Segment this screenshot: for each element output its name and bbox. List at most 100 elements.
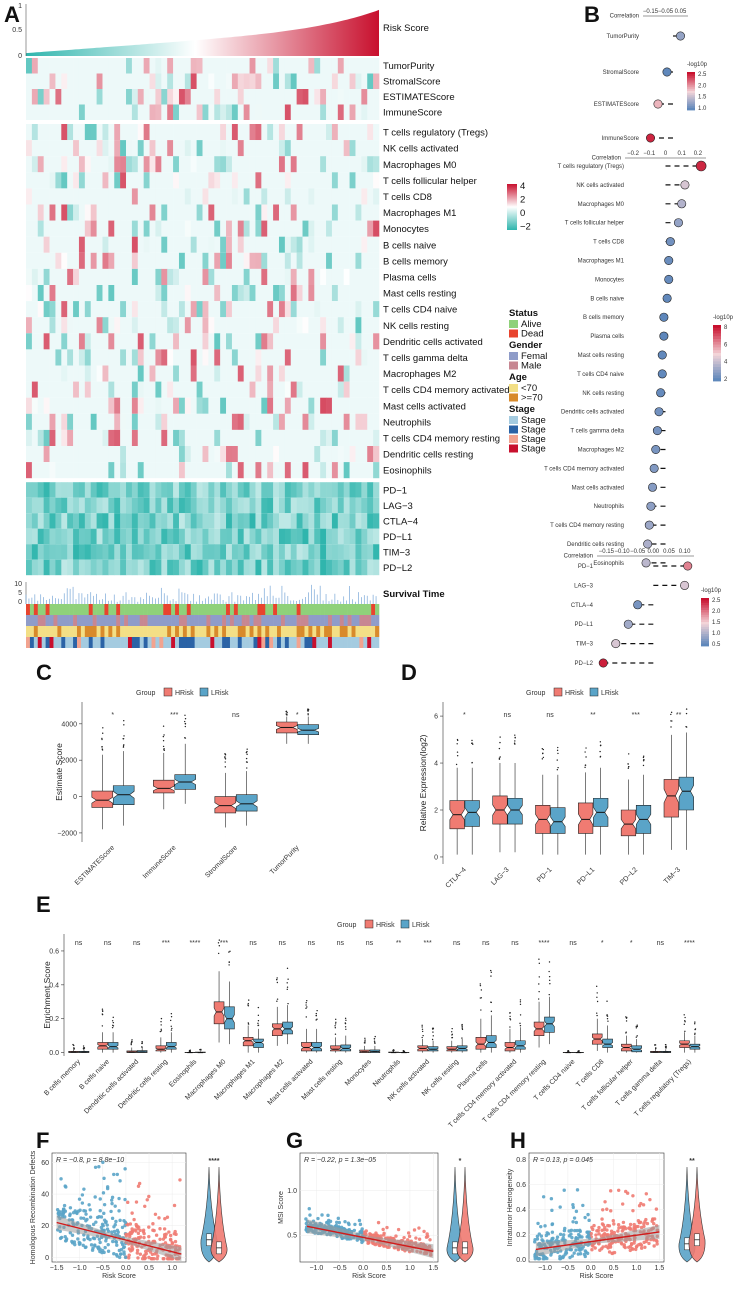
heatmap-cell xyxy=(161,333,168,350)
heatmap-cell xyxy=(131,124,139,141)
heatmap-cell xyxy=(196,124,203,141)
heatmap-cell xyxy=(237,104,244,120)
scatter-point xyxy=(142,1235,146,1240)
heatmap-cell xyxy=(361,365,368,382)
heatmap-cell xyxy=(202,462,209,479)
heatmap-cell xyxy=(273,188,280,205)
heatmap-cell xyxy=(184,446,192,463)
annotation-cell xyxy=(120,626,125,637)
outlier xyxy=(257,1006,260,1009)
heatmap-cell xyxy=(278,140,286,157)
heatmap-cell xyxy=(278,172,286,189)
heatmap-cell xyxy=(290,204,297,221)
heatmap-cell xyxy=(367,544,374,560)
heatmap-cell xyxy=(337,268,344,285)
heatmap-cell xyxy=(78,317,86,334)
heatmap-cell xyxy=(296,429,303,446)
heatmap-cell xyxy=(343,462,350,479)
heatmap-cell xyxy=(49,462,56,479)
heatmap-cell xyxy=(220,188,227,205)
heatmap-cell xyxy=(284,429,292,446)
outlier xyxy=(141,1042,143,1044)
heatmap-cell xyxy=(267,301,274,318)
heatmap-cell xyxy=(220,497,227,514)
heatmap-cell xyxy=(361,220,368,237)
heatmap-cell xyxy=(167,446,174,463)
heatmap-cell xyxy=(167,188,174,205)
heatmap-cell xyxy=(43,268,50,285)
heatmap-cell xyxy=(320,349,327,366)
heatmap-cell xyxy=(202,559,209,576)
scatter-point xyxy=(105,1223,109,1227)
annotation-cell xyxy=(277,604,282,615)
outlier xyxy=(548,993,550,996)
heatmap-cell xyxy=(284,89,292,105)
heatmap-cell xyxy=(273,333,280,350)
heatmap-cell xyxy=(355,156,362,173)
heatmap-cell xyxy=(143,124,150,141)
outlier xyxy=(450,1031,453,1033)
heatmap-cell xyxy=(331,397,339,414)
annotation-cell xyxy=(320,615,325,626)
heatmap-cell xyxy=(120,140,127,157)
outlier xyxy=(577,1050,579,1053)
heatmap-cell xyxy=(290,333,297,350)
outlier xyxy=(307,713,309,715)
heatmap-cell xyxy=(226,285,233,302)
annotation-cell xyxy=(175,615,180,626)
heatmap-cell xyxy=(296,559,303,576)
heatmap-cell xyxy=(237,172,244,189)
heatmap-cell xyxy=(373,204,380,221)
heatmap-cell xyxy=(349,528,356,545)
heatmap-cell xyxy=(137,252,144,269)
category-label: Neutrophils xyxy=(372,1058,402,1088)
b-legend-tick: 1.5 xyxy=(712,620,721,626)
scatter-point xyxy=(118,1252,123,1256)
scatter-point xyxy=(572,1251,576,1255)
annotation-cell xyxy=(202,637,207,648)
heatmap-cell xyxy=(326,124,333,141)
heatmap-cell xyxy=(90,365,97,382)
heatmap-cell xyxy=(114,413,121,430)
annotation-cell xyxy=(249,604,254,615)
heatmap-cell xyxy=(167,124,174,141)
x-axis-title: Risk Score xyxy=(352,1273,386,1280)
heatmap-cell xyxy=(149,544,156,560)
heatmap-cell xyxy=(296,285,303,302)
annotation-cell xyxy=(41,626,46,637)
outlier xyxy=(82,1045,85,1047)
heatmap-cell xyxy=(114,365,121,382)
heatmap-cell xyxy=(173,220,180,237)
heatmap-cell xyxy=(273,104,280,120)
heatmap-cell xyxy=(49,528,56,545)
outlier xyxy=(642,764,645,767)
b-legend-cell xyxy=(701,641,709,644)
b-row-label: Eosinophils xyxy=(593,561,624,567)
heatmap-cell xyxy=(278,73,286,89)
heatmap-cell xyxy=(190,397,197,414)
heatmap-cell xyxy=(220,204,227,221)
annotation-cell xyxy=(253,604,258,615)
heatmap-cell xyxy=(296,73,303,89)
heatmap-cell xyxy=(90,89,97,105)
scatter-point xyxy=(114,1219,118,1224)
heatmap-cell xyxy=(167,429,174,446)
heatmap-cell xyxy=(290,58,297,74)
heatmap-cell xyxy=(102,140,109,157)
heatmap-cell xyxy=(243,397,250,414)
heatmap-cell xyxy=(131,397,139,414)
heatmap-cell xyxy=(149,381,156,398)
heatmap-cell xyxy=(290,397,297,414)
scatter-point xyxy=(113,1204,117,1208)
heatmap-cell xyxy=(78,301,86,318)
heatmap-cell xyxy=(261,140,268,157)
y-tick: 0 xyxy=(73,794,77,801)
outlier xyxy=(305,1004,307,1006)
heatmap-cell xyxy=(143,58,150,74)
heatmap-cell xyxy=(267,156,274,173)
significance-label: * xyxy=(111,712,114,719)
outlier xyxy=(509,1026,511,1028)
scatter-point xyxy=(80,1201,85,1205)
heatmap-cell xyxy=(26,188,33,205)
